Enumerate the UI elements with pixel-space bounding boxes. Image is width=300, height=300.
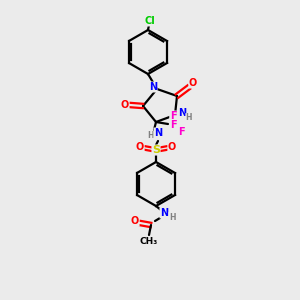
Text: H: H [148,131,154,140]
Text: N: N [160,208,168,218]
Text: H: H [186,113,192,122]
Text: O: O [121,100,129,110]
Text: CH₃: CH₃ [140,236,158,245]
Text: O: O [131,216,139,226]
Text: N: N [149,82,157,92]
Text: O: O [136,142,144,152]
Text: N: N [178,108,186,118]
Text: O: O [189,78,197,88]
Text: H: H [169,212,175,221]
Text: Cl: Cl [145,16,155,26]
Text: F: F [170,111,176,121]
Text: F: F [170,120,176,130]
Text: S: S [152,145,160,155]
Text: O: O [168,142,176,152]
Text: N: N [154,128,162,138]
Text: F: F [178,127,184,137]
